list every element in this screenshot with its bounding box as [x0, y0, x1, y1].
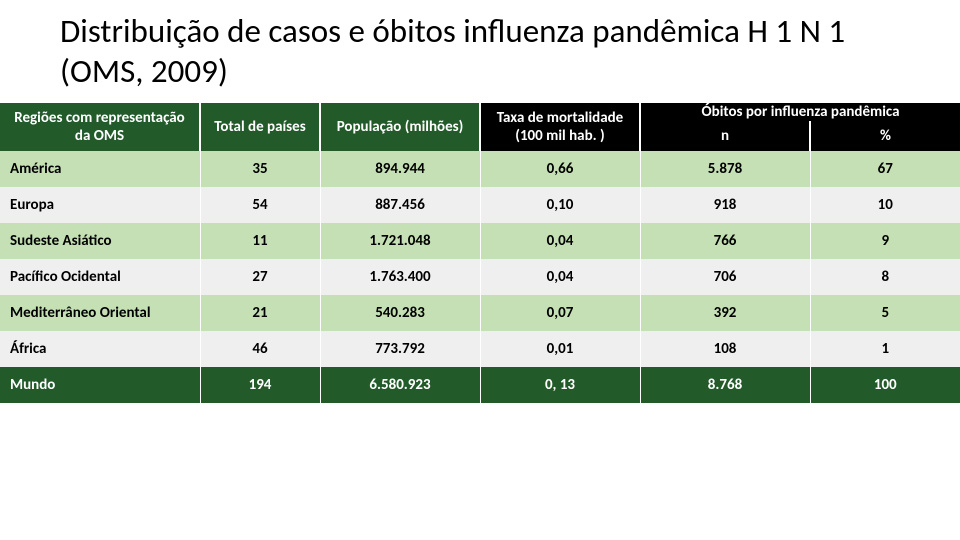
- cell-countries: 46: [200, 331, 320, 367]
- cell-population: 6.580.923: [320, 367, 480, 403]
- cell-mortality: 0,04: [480, 259, 640, 295]
- cell-deaths_pct: 10: [810, 187, 960, 223]
- col-region: Regiões com representação da OMS: [0, 103, 200, 151]
- cell-mortality: 0,66: [480, 151, 640, 187]
- col-population: População (milhões): [320, 103, 480, 151]
- cell-deaths_pct: 1: [810, 331, 960, 367]
- table-header: Regiões com representação da OMS Total d…: [0, 103, 960, 151]
- table-row: Mediterrâneo Oriental21540.2830,073925: [0, 295, 960, 331]
- cell-deaths_pct: 67: [810, 151, 960, 187]
- table-row: África46773.7920,011081: [0, 331, 960, 367]
- cell-deaths_pct: 5: [810, 295, 960, 331]
- table-body: América35894.9440,665.87867Europa54887.4…: [0, 151, 960, 403]
- cell-mortality: 0,07: [480, 295, 640, 331]
- col-deaths-n: n: [640, 121, 810, 151]
- cell-countries: 35: [200, 151, 320, 187]
- table-row: América35894.9440,665.87867: [0, 151, 960, 187]
- slide: Distribuição de casos e óbitos influenza…: [0, 0, 960, 540]
- cell-region: Europa: [0, 187, 200, 223]
- cell-deaths_n: 8.768: [640, 367, 810, 403]
- cell-deaths_pct: 100: [810, 367, 960, 403]
- cell-deaths_n: 392: [640, 295, 810, 331]
- col-deaths-pct: %: [810, 121, 960, 151]
- cell-deaths_pct: 8: [810, 259, 960, 295]
- cell-population: 1.721.048: [320, 223, 480, 259]
- cell-mortality: 0,04: [480, 223, 640, 259]
- cell-population: 887.456: [320, 187, 480, 223]
- cell-mortality: 0,01: [480, 331, 640, 367]
- slide-title: Distribuição de casos e óbitos influenza…: [60, 12, 900, 91]
- cell-countries: 27: [200, 259, 320, 295]
- data-table: Regiões com representação da OMS Total d…: [0, 103, 960, 403]
- cell-region: Sudeste Asiático: [0, 223, 200, 259]
- cell-region: África: [0, 331, 200, 367]
- cell-population: 773.792: [320, 331, 480, 367]
- table-row-total: Mundo1946.580.9230, 138.768100: [0, 367, 960, 403]
- cell-region: Mundo: [0, 367, 200, 403]
- cell-population: 894.944: [320, 151, 480, 187]
- cell-region: Mediterrâneo Oriental: [0, 295, 200, 331]
- cell-region: América: [0, 151, 200, 187]
- table-row: Sudeste Asiático111.721.0480,047669: [0, 223, 960, 259]
- cell-deaths_n: 706: [640, 259, 810, 295]
- cell-deaths_n: 108: [640, 331, 810, 367]
- col-deaths-group-label: Óbitos por influenza pandêmica: [641, 103, 960, 121]
- table-row: Europa54887.4560,1091810: [0, 187, 960, 223]
- cell-deaths_n: 918: [640, 187, 810, 223]
- cell-countries: 21: [200, 295, 320, 331]
- cell-deaths_pct: 9: [810, 223, 960, 259]
- cell-mortality: 0,10: [480, 187, 640, 223]
- cell-countries: 11: [200, 223, 320, 259]
- cell-deaths_n: 766: [640, 223, 810, 259]
- table-row: Pacífico Ocidental271.763.4000,047068: [0, 259, 960, 295]
- cell-region: Pacífico Ocidental: [0, 259, 200, 295]
- col-countries: Total de países: [200, 103, 320, 151]
- col-mortality: Taxa de mortalidade (100 mil hab. ): [480, 103, 640, 151]
- cell-population: 540.283: [320, 295, 480, 331]
- cell-deaths_n: 5.878: [640, 151, 810, 187]
- cell-population: 1.763.400: [320, 259, 480, 295]
- col-deaths-group: Óbitos por influenza pandêmica: [640, 103, 960, 121]
- cell-countries: 54: [200, 187, 320, 223]
- cell-countries: 194: [200, 367, 320, 403]
- cell-mortality: 0, 13: [480, 367, 640, 403]
